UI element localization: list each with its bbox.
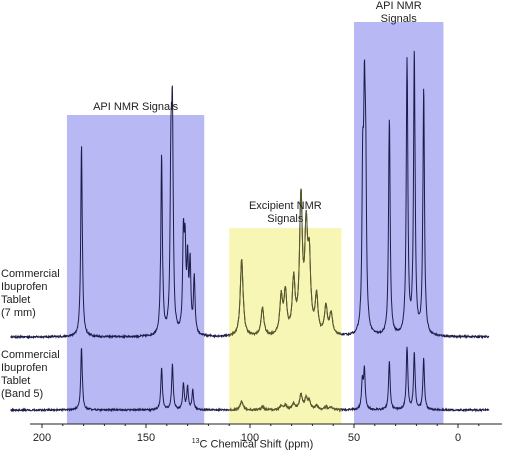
trace-label-0: Commercial Ibuprofen Tablet (7 mm) [1, 268, 60, 320]
x-axis-label: 13C Chemical Shift (ppm) [0, 438, 505, 451]
region-label-line: Signals [267, 213, 304, 225]
x-tick-label-50: 50 [348, 432, 360, 444]
region-excipient-1 [229, 228, 342, 424]
x-axis-label-text: C Chemical Shift (ppm) [199, 438, 314, 451]
x-tick-label-150: 150 [137, 432, 155, 444]
trace-label-line: Ibuprofen [1, 281, 48, 293]
region-label-line: API NMR [375, 0, 422, 12]
x-tick-label-200: 200 [33, 432, 51, 444]
trace-label-line: Commercial [1, 349, 60, 361]
x-tick-label-100: 100 [241, 432, 259, 444]
x-axis-label-superscript: 13 [191, 438, 200, 445]
trace-label-line: (Band 5) [1, 388, 44, 400]
spectrum-trace-excipient-0 [228, 188, 342, 338]
trace-label-line: Commercial [1, 268, 60, 280]
region-label-1: Excipient NMR Signals [229, 200, 341, 226]
region-label-line: Signals [380, 13, 417, 25]
trace-label-1: Commercial Ibuprofen Tablet (Band 5) [1, 349, 60, 401]
trace-label-line: (7 mm) [1, 307, 36, 319]
trace-label-line: Ibuprofen [1, 362, 48, 374]
trace-label-line: Tablet [1, 294, 31, 306]
trace-label-line: Tablet [1, 375, 31, 387]
region-label-line: Excipient NMR [248, 200, 322, 212]
region-label-0: API NMR Signals [67, 101, 204, 114]
region-label-2: API NMR Signals [354, 0, 443, 26]
x-tick-label-0: 0 [455, 432, 461, 444]
spectrum-trace-excipient-1 [228, 392, 342, 413]
region-api-2 [354, 22, 444, 424]
region-label-line: API NMR Signals [93, 101, 179, 113]
region-api-0 [66, 115, 205, 424]
